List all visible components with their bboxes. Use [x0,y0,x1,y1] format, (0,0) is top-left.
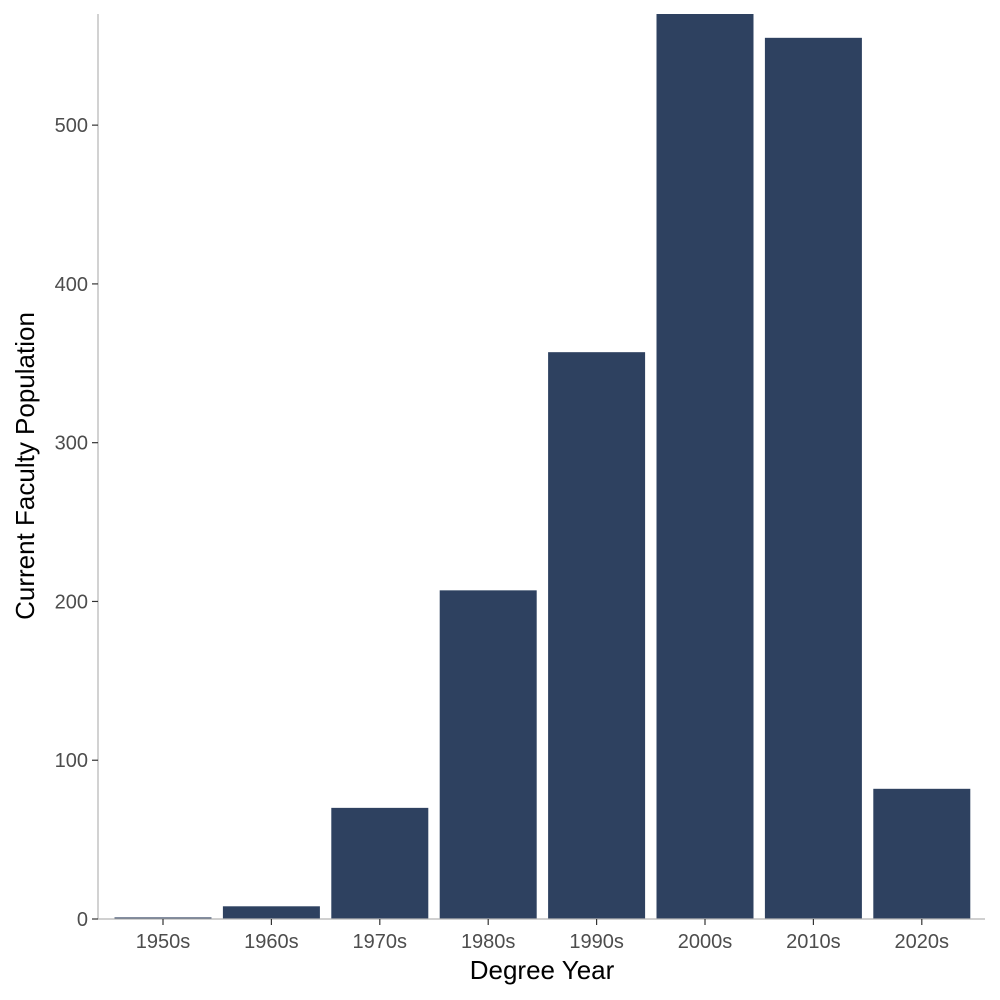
bars-layer [114,14,971,919]
x-axis-title: Degree Year [470,955,615,985]
x-tick-label: 1960s [244,931,299,953]
y-tick-label: 400 [55,274,88,296]
y-ticks-layer: 0 100 200 300 400 500 [55,115,98,931]
y-tick-label: 0 [77,909,88,931]
bar-2020s [873,788,971,919]
bar-1990s [548,352,646,919]
bar-1960s [222,906,320,919]
x-tick-label: 2010s [786,931,841,953]
bar-2010s [764,37,862,919]
bar-1970s [331,807,429,919]
y-tick-label: 500 [55,115,88,137]
x-tick-label: 1950s [136,931,191,953]
bar-2000s [656,14,754,919]
y-tick-label: 200 [55,591,88,613]
x-tick-label: 2020s [895,931,950,953]
y-tick-label: 100 [55,750,88,772]
x-tick-label: 1990s [569,931,624,953]
y-tick-label: 300 [55,433,88,455]
bar-1980s [439,590,537,919]
x-tick-label: 1980s [461,931,516,953]
y-axis-title: Current Faculty Population [10,312,40,620]
x-tick-label: 2000s [678,931,733,953]
bar-1950s [114,917,212,919]
x-ticks-layer: 1950s 1960s 1970s 1980s 1990s 2000s 2010s 2020s [136,919,949,953]
x-tick-label: 1970s [353,931,408,953]
